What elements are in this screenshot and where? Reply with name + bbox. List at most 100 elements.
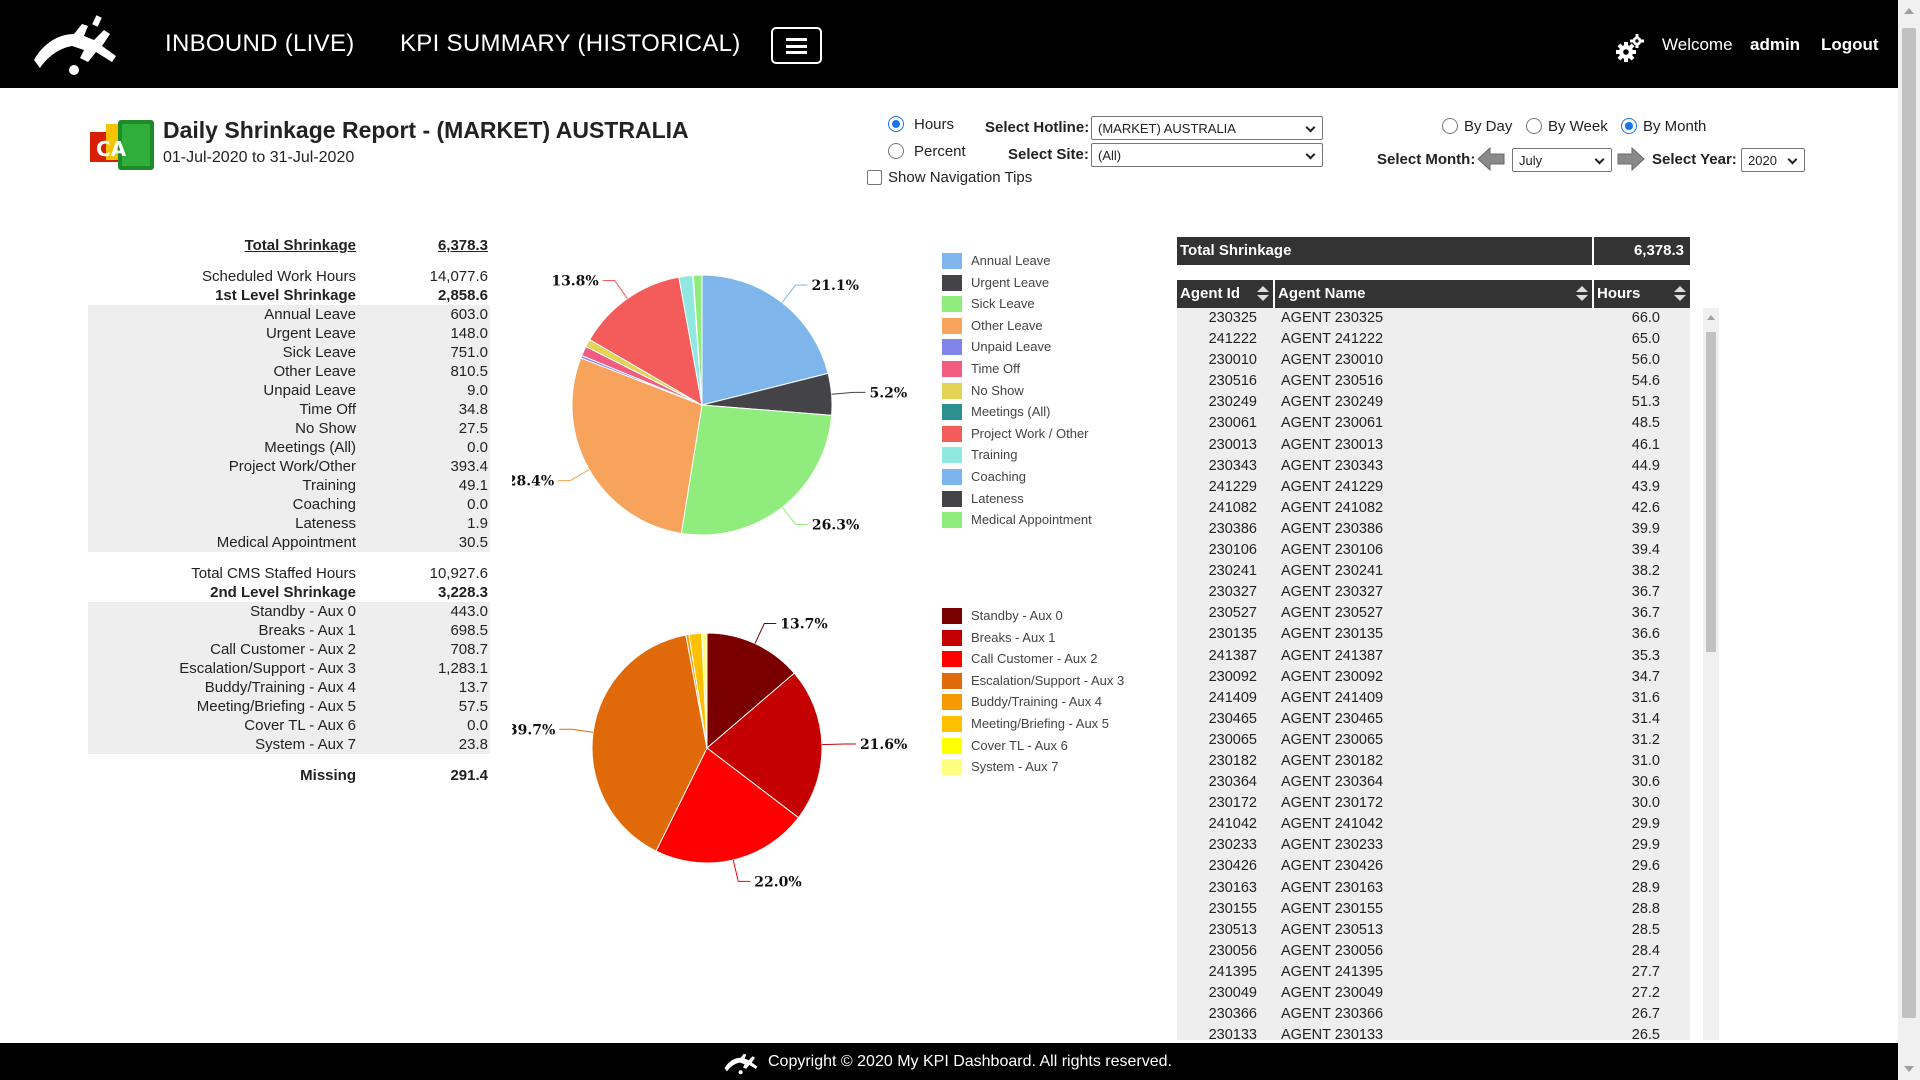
legend-item[interactable]: Sick Leave <box>942 293 1092 315</box>
hours-radio[interactable]: Hours <box>888 116 954 133</box>
brand-logo[interactable] <box>30 12 125 77</box>
agent-table-scrollbar-thumb[interactable] <box>1706 332 1716 652</box>
legend-item[interactable]: No Show <box>942 380 1092 402</box>
legend-item[interactable]: Cover TL - Aux 6 <box>942 735 1124 757</box>
legend-item[interactable]: Annual Leave <box>942 250 1092 272</box>
pie-slice-system-aux-7[interactable] <box>701 632 708 749</box>
pie-slice-other-leave[interactable] <box>571 357 703 534</box>
table-row[interactable]: 230366 AGENT 230366 26.7 <box>1177 1004 1690 1026</box>
table-row[interactable]: 230364 AGENT 230364 30.6 <box>1177 772 1690 794</box>
settings-gear-icon[interactable] <box>1615 33 1645 63</box>
legend-item[interactable]: Standby - Aux 0 <box>942 605 1124 627</box>
table-row[interactable]: 230092 AGENT 230092 34.7 <box>1177 666 1690 688</box>
legend-item[interactable]: Escalation/Support - Aux 3 <box>942 670 1124 692</box>
table-row[interactable]: 241409 AGENT 241409 31.6 <box>1177 687 1690 709</box>
legend-item[interactable]: Time Off <box>942 358 1092 380</box>
column-header-agent-id[interactable]: Agent Id <box>1177 280 1273 308</box>
nav-kpi-summary[interactable]: KPI SUMMARY (HISTORICAL) <box>400 30 741 57</box>
month-select[interactable]: July <box>1512 148 1612 172</box>
percent-radio[interactable]: Percent <box>888 143 966 160</box>
legend-item[interactable]: Meeting/Briefing - Aux 5 <box>942 713 1124 735</box>
table-row[interactable]: 230106 AGENT 230106 39.4 <box>1177 540 1690 562</box>
logout-link[interactable]: Logout <box>1821 35 1879 54</box>
legend-item[interactable]: Meetings (All) <box>942 401 1092 423</box>
table-row[interactable]: 230513 AGENT 230513 28.5 <box>1177 919 1690 941</box>
scrollbar-thumb[interactable] <box>1902 28 1916 1018</box>
table-row[interactable]: 230327 AGENT 230327 36.7 <box>1177 582 1690 604</box>
previous-month-arrow-icon[interactable] <box>1477 146 1505 172</box>
hours-radio-button[interactable] <box>888 116 904 132</box>
table-row[interactable]: 230465 AGENT 230465 31.4 <box>1177 708 1690 730</box>
table-row[interactable]: 230249 AGENT 230249 51.3 <box>1177 392 1690 414</box>
table-row[interactable]: 241042 AGENT 241042 29.9 <box>1177 814 1690 836</box>
table-row[interactable]: 230065 AGENT 230065 31.2 <box>1177 729 1690 751</box>
table-row[interactable]: 230386 AGENT 230386 39.9 <box>1177 518 1690 541</box>
table-row[interactable]: 230426 AGENT 230426 29.6 <box>1177 856 1690 878</box>
by-day-radio-button[interactable] <box>1442 118 1458 134</box>
by-day-radio[interactable]: By Day <box>1442 118 1512 135</box>
sort-arrows-icon[interactable] <box>1674 286 1686 302</box>
table-row[interactable]: 230516 AGENT 230516 54.6 <box>1177 371 1690 393</box>
legend-item[interactable]: Unpaid Leave <box>942 336 1092 358</box>
pie-slice-breaks-aux-1[interactable] <box>706 672 823 819</box>
legend-item[interactable]: System - Aux 7 <box>942 756 1124 778</box>
username-link[interactable]: admin <box>1750 35 1801 54</box>
legend-item[interactable]: Coaching <box>942 466 1092 488</box>
table-row[interactable]: 230233 AGENT 230233 29.9 <box>1177 835 1690 857</box>
scroll-down-arrow-icon[interactable] <box>1904 1066 1914 1072</box>
table-row[interactable]: 241082 AGENT 241082 42.6 <box>1177 497 1690 519</box>
legend-item[interactable]: Buddy/Training - Aux 4 <box>942 691 1124 713</box>
table-row[interactable]: 230241 AGENT 230241 38.2 <box>1177 561 1690 583</box>
table-row[interactable]: 230325 AGENT 230325 66.0 <box>1177 308 1690 330</box>
table-row[interactable]: 241395 AGENT 241395 27.7 <box>1177 961 1690 983</box>
scroll-up-arrow-icon[interactable] <box>1904 8 1914 14</box>
column-header-hours[interactable]: Hours <box>1594 280 1690 308</box>
legend-item[interactable]: Project Work / Other <box>942 423 1092 445</box>
table-row[interactable]: 230163 AGENT 230163 28.9 <box>1177 877 1690 899</box>
table-row[interactable]: 230135 AGENT 230135 36.6 <box>1177 624 1690 646</box>
navigation-tips-checkbox[interactable]: Show Navigation Tips <box>867 169 1032 186</box>
pie-slice-sick-leave[interactable] <box>680 404 833 536</box>
table-row[interactable]: 241229 AGENT 241229 43.9 <box>1177 476 1690 498</box>
percent-radio-button[interactable] <box>888 143 904 159</box>
legend-item[interactable]: Medical Appointment <box>942 509 1092 531</box>
table-row[interactable]: 230182 AGENT 230182 31.0 <box>1177 750 1690 773</box>
agent-table-body[interactable]: 230325 AGENT 230325 66.0 241222 AGENT 241222… <box>1177 308 1690 1040</box>
table-row[interactable]: 230061 AGENT 230061 48.5 <box>1177 413 1690 435</box>
table-row[interactable]: 230343 AGENT 230343 44.9 <box>1177 455 1690 477</box>
sort-arrows-icon[interactable] <box>1257 286 1269 302</box>
pie-slice-medical-appointment[interactable] <box>692 274 703 406</box>
navigation-tips-checkbox-box[interactable] <box>867 170 882 185</box>
by-month-radio-button[interactable] <box>1621 118 1637 134</box>
table-row[interactable]: 241222 AGENT 241222 65.0 <box>1177 329 1690 351</box>
scroll-up-arrow-icon[interactable] <box>1707 315 1715 320</box>
table-row[interactable]: 230172 AGENT 230172 30.0 <box>1177 793 1690 815</box>
nav-inbound-live[interactable]: INBOUND (LIVE) <box>165 30 355 57</box>
sort-arrows-icon[interactable] <box>1576 286 1588 302</box>
by-week-radio[interactable]: By Week <box>1526 118 1608 135</box>
table-row[interactable]: 230010 AGENT 230010 56.0 <box>1177 350 1690 372</box>
table-row[interactable]: 230133 AGENT 230133 26.5 <box>1177 1025 1690 1040</box>
table-row[interactable]: 241387 AGENT 241387 35.3 <box>1177 645 1690 667</box>
table-row[interactable]: 230013 AGENT 230013 46.1 <box>1177 434 1690 456</box>
table-row[interactable]: 230527 AGENT 230527 36.7 <box>1177 603 1690 625</box>
legend-item[interactable]: Other Leave <box>942 315 1092 337</box>
site-select[interactable]: (All) <box>1091 143 1323 167</box>
hamburger-menu-button[interactable] <box>771 27 822 64</box>
next-month-arrow-icon[interactable] <box>1617 146 1645 172</box>
table-row[interactable]: 230155 AGENT 230155 28.8 <box>1177 898 1690 920</box>
legend-item[interactable]: Lateness <box>942 488 1092 510</box>
page-scrollbar[interactable] <box>1898 0 1920 1080</box>
legend-item[interactable]: Training <box>942 444 1092 466</box>
pie-slice-annual-leave[interactable] <box>701 274 829 406</box>
year-select[interactable]: 2020 <box>1741 148 1805 172</box>
table-row[interactable]: 230056 AGENT 230056 28.4 <box>1177 940 1690 962</box>
table-row[interactable]: 230049 AGENT 230049 27.2 <box>1177 983 1690 1005</box>
legend-item[interactable]: Breaks - Aux 1 <box>942 627 1124 649</box>
pie-slice-call-customer-aux-2[interactable] <box>655 747 800 864</box>
agent-table-scrollbar[interactable] <box>1703 308 1719 1040</box>
legend-item[interactable]: Urgent Leave <box>942 272 1092 294</box>
by-week-radio-button[interactable] <box>1526 118 1542 134</box>
by-month-radio[interactable]: By Month <box>1621 118 1706 135</box>
hotline-select[interactable]: (MARKET) AUSTRALIA <box>1091 116 1323 140</box>
